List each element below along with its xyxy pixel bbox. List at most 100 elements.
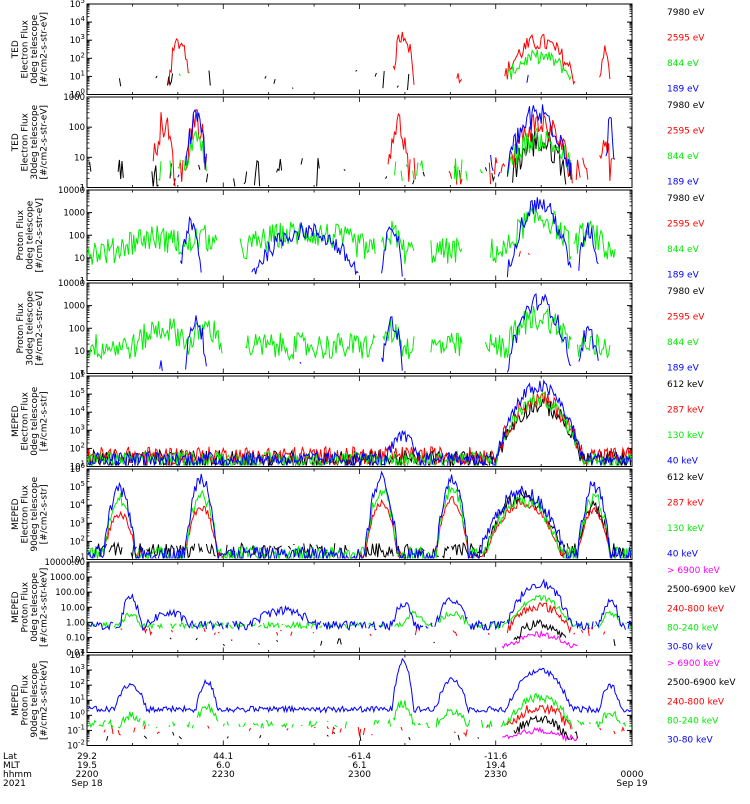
tick-label-exponent: 6: [81, 369, 86, 377]
footer-time-value: 2230: [212, 770, 235, 780]
y-tick-label: 103: [70, 423, 85, 436]
tick-label-exponent: 4: [81, 405, 86, 413]
y-tick-label: 100: [70, 88, 85, 101]
tick-label-exponent: 4: [81, 648, 86, 656]
y-tick-label: 103: [70, 663, 85, 676]
tick-label-exponent: 2: [81, 51, 85, 59]
tick-label-exponent: 3: [81, 663, 85, 671]
series-green-trace: [88, 692, 631, 730]
legend-entry: 612 keV: [667, 473, 704, 483]
y-axis-label-line: [#/cm2-s-str-keV]: [40, 568, 50, 647]
y-tick-label: 104: [70, 648, 86, 661]
series-blue-trace: [89, 578, 631, 632]
tick-label-exponent: 1: [81, 460, 85, 468]
y-axis-label-line: [#/cm2-s-str-eV]: [40, 12, 50, 87]
legend-entry: 130 keV: [667, 524, 704, 534]
panel-frame: [86, 282, 633, 374]
footer-lat-value: 29.2: [77, 752, 97, 762]
legend-entry: 40 keV: [667, 550, 699, 560]
legend-entry: 240-800 keV: [667, 604, 725, 614]
y-axis-label-line: Proton Flux: [16, 302, 26, 353]
tick-label-exponent: -1: [78, 723, 85, 731]
tick-label-base: 10: [70, 372, 81, 382]
y-tick-label: 10-1: [67, 723, 85, 736]
y-tick-label: 10: [74, 347, 85, 357]
legend-entry: 844 eV: [667, 338, 700, 348]
panel-frame: [86, 468, 633, 560]
panel-series-group: [88, 197, 616, 278]
y-axis-label-line: TED: [11, 40, 21, 59]
tick-label-base: 10: [70, 36, 81, 46]
footer-date-value: Sep 18: [71, 779, 103, 789]
tick-label-base: 10: [70, 91, 81, 101]
panel-series-group: [88, 293, 611, 373]
tick-label-exponent: 2: [81, 678, 85, 686]
tick-label-base: 10: [70, 556, 81, 566]
y-axis-label-line: 0deg telescope: [25, 200, 35, 270]
y-tick-label: 105: [70, 387, 85, 400]
y-axis-label-line: Electron Flux: [21, 391, 31, 450]
footer-date-value: Sep 19: [616, 779, 648, 789]
legend-entry: 40 keV: [667, 457, 699, 467]
series-red-trace: [518, 250, 530, 257]
legend-entry: 189 eV: [667, 178, 700, 188]
y-tick-label: 0.10: [66, 633, 85, 643]
y-tick-label: 1000: [63, 209, 85, 219]
tick-label-base: 10: [70, 54, 81, 64]
tick-label-base: 10: [70, 390, 81, 400]
legend-entry: 2595 eV: [667, 313, 705, 323]
tick-label-base: 10: [70, 408, 81, 418]
y-axis-label-line: Proton Flux: [16, 209, 26, 260]
y-tick-label: 10: [74, 254, 85, 264]
tick-label-exponent: 2: [81, 534, 85, 542]
y-tick-label: 100: [69, 231, 85, 241]
tick-label-exponent: 5: [81, 480, 85, 488]
legend-entry: 7980 eV: [667, 287, 705, 297]
y-axis-label-line: [#/cm2-s-str]: [40, 484, 50, 544]
legend-entry: 844 eV: [667, 245, 700, 255]
legend-entry: > 6900 keV: [667, 659, 721, 669]
y-tick-label: 1000: [63, 93, 85, 103]
series-blue-trace: [88, 657, 631, 715]
tick-label-exponent: 2: [81, 441, 85, 449]
legend-entry: > 6900 keV: [667, 566, 721, 576]
tick-label-base: 10: [70, 537, 81, 547]
y-axis-label-line: 0deg telescope: [30, 14, 40, 84]
series-blue-trace: [177, 104, 616, 178]
y-axis-label-line: Proton Flux: [21, 674, 31, 725]
tick-label-base: 10: [70, 681, 81, 691]
tick-label-base: 10: [70, 483, 81, 493]
tick-label-exponent: 3: [81, 516, 85, 524]
panel-frame: [86, 375, 633, 467]
legend-entry: 30-80 keV: [667, 736, 713, 746]
y-axis-label-line: [#/cm2-s-str-eV]: [35, 291, 45, 366]
legend-entry: 844 eV: [667, 152, 700, 162]
footer-row-label: Lat: [3, 752, 18, 762]
y-tick-label: 101: [70, 693, 85, 706]
tick-label-base: 10: [70, 72, 81, 82]
y-tick-label: 102: [70, 678, 85, 691]
footer-lat-value: -61.4: [348, 752, 372, 762]
panel-frame: [86, 654, 633, 746]
series-green-trace: [88, 392, 631, 466]
y-tick-label: 1.00: [66, 618, 85, 628]
legend-entry: 844 eV: [667, 59, 700, 69]
y-tick-label: 101: [70, 553, 85, 566]
legend-entry: 612 keV: [667, 380, 704, 390]
tick-label-exponent: 4: [81, 498, 86, 506]
y-tick-label: 102: [70, 534, 85, 547]
tick-label-base: 10: [70, 444, 81, 454]
legend-entry: 30-80 keV: [667, 643, 713, 653]
legend-entry: 2500-6900 keV: [667, 585, 736, 595]
y-axis-label-line: TED: [11, 133, 21, 152]
tick-label-exponent: 5: [81, 0, 85, 5]
tick-label-exponent: 1: [81, 69, 85, 77]
footer-mlt-value: 6.0: [216, 761, 231, 771]
tick-label-exponent: -2: [78, 739, 85, 747]
y-tick-label: 104: [70, 498, 86, 511]
series-blue-trace: [88, 379, 631, 466]
series-black-trace: [90, 131, 577, 187]
